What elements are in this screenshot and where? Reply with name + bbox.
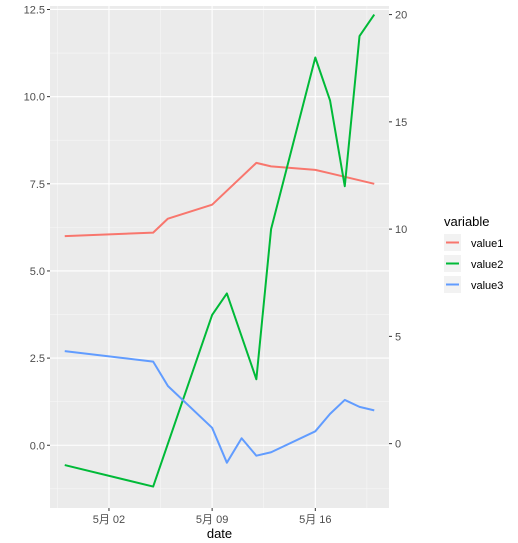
legend-label-value3: value3 (471, 280, 503, 292)
y-axis-left: 0.0 2.5 5.0 7.5 10.0 12.5 (24, 4, 50, 452)
y-right-tick-label: 10 (395, 224, 407, 236)
y-right-tick-label: 20 (395, 10, 407, 22)
legend-label-value2: value2 (471, 259, 503, 271)
legend: variable value1 value2 value3 (444, 214, 503, 293)
x-axis: 5月 02 5月 09 5月 16 (93, 508, 332, 526)
y-right-tick-label: 0 (395, 439, 401, 451)
legend-title: variable (444, 214, 490, 229)
y-left-tick-label: 12.5 (24, 4, 45, 16)
x-tick-label: 5月 16 (299, 514, 331, 526)
series-line-value1 (64, 161, 375, 238)
y-axis-right: 0 5 10 15 20 (389, 10, 407, 451)
series-lines (64, 14, 376, 488)
minor-gridlines (50, 6, 389, 508)
y-left-tick-label: 2.5 (30, 353, 45, 365)
x-tick-label: 5月 02 (93, 514, 125, 526)
y-right-tick-label: 15 (395, 117, 407, 129)
series-line-value2 (64, 14, 376, 488)
y-left-tick-label: 0.0 (30, 440, 45, 452)
x-axis-title: date (207, 526, 232, 541)
y-left-tick-label: 10.0 (24, 92, 45, 104)
y-left-tick-label: 5.0 (30, 266, 45, 278)
legend-label-value1: value1 (471, 238, 503, 250)
y-right-tick-label: 5 (395, 331, 401, 343)
x-tick-label: 5月 09 (196, 514, 228, 526)
y-left-tick-label: 7.5 (30, 179, 45, 191)
series-line-value3 (64, 350, 375, 464)
plot-panel (50, 6, 389, 508)
